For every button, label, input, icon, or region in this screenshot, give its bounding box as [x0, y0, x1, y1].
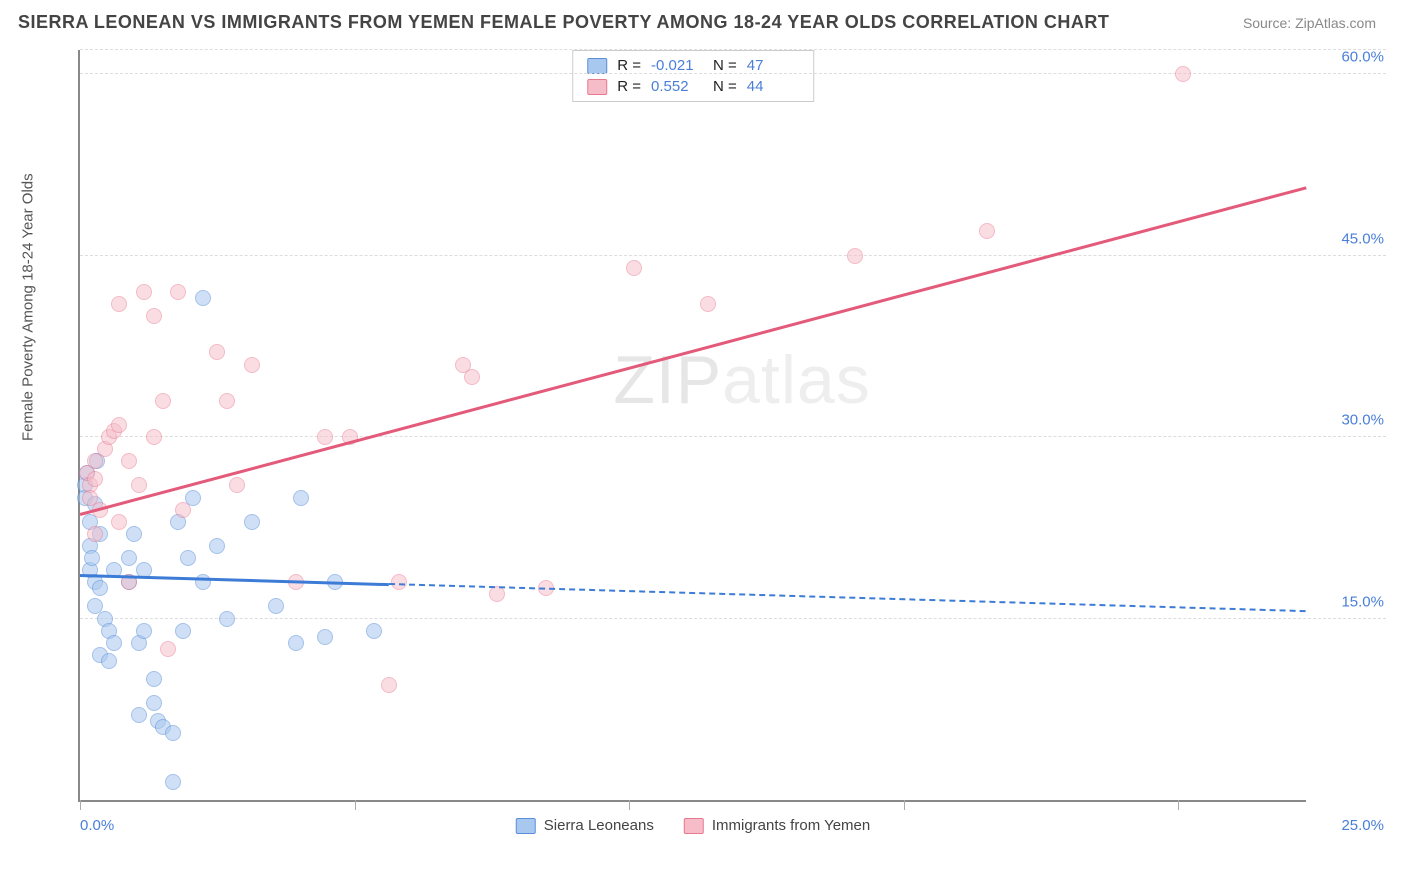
data-point — [131, 707, 147, 723]
data-point — [175, 502, 191, 518]
data-point — [293, 490, 309, 506]
x-tick — [629, 800, 630, 810]
data-point — [1175, 66, 1191, 82]
stat-r-value-1: -0.021 — [651, 57, 703, 74]
data-point — [268, 598, 284, 614]
data-point — [136, 284, 152, 300]
data-point — [626, 260, 642, 276]
gridline — [80, 255, 1386, 256]
y-axis-label: Female Poverty Among 18-24 Year Olds — [20, 173, 37, 441]
source-attribution: Source: ZipAtlas.com — [1243, 15, 1376, 31]
data-point — [244, 357, 260, 373]
y-tick-label: 45.0% — [1341, 230, 1384, 247]
data-point — [170, 284, 186, 300]
chart-area: Female Poverty Among 18-24 Year Olds ZIP… — [50, 50, 1386, 832]
x-axis-end-label: 25.0% — [1341, 817, 1384, 834]
data-point — [84, 550, 100, 566]
data-point — [317, 629, 333, 645]
chart-header: SIERRA LEONEAN VS IMMIGRANTS FROM YEMEN … — [0, 0, 1406, 41]
data-point — [111, 417, 127, 433]
data-point — [180, 550, 196, 566]
data-point — [195, 290, 211, 306]
data-point — [700, 296, 716, 312]
x-tick — [1178, 800, 1179, 810]
watermark-thin: atlas — [722, 342, 871, 418]
data-point — [847, 248, 863, 264]
stats-row-series2: R = 0.552 N = 44 — [573, 76, 813, 97]
data-point — [92, 580, 108, 596]
legend-item-1: Sierra Leoneans — [516, 817, 654, 834]
data-point — [155, 393, 171, 409]
gridline — [80, 49, 1386, 50]
data-point — [165, 774, 181, 790]
swatch-series1 — [587, 58, 607, 74]
x-tick — [904, 800, 905, 810]
x-axis-start-label: 0.0% — [80, 817, 114, 834]
data-point — [209, 538, 225, 554]
data-point — [366, 623, 382, 639]
data-point — [111, 296, 127, 312]
data-point — [87, 471, 103, 487]
data-point — [121, 550, 137, 566]
data-point — [121, 453, 137, 469]
data-point — [106, 635, 122, 651]
stats-legend-box: R = -0.021 N = 47 R = 0.552 N = 44 — [572, 50, 814, 102]
swatch-series2 — [587, 79, 607, 95]
data-point — [101, 653, 117, 669]
gridline — [80, 436, 1386, 437]
trend-line — [80, 187, 1307, 516]
legend-swatch-1 — [516, 818, 536, 834]
data-point — [111, 514, 127, 530]
bottom-legend: Sierra Leoneans Immigrants from Yemen — [516, 817, 870, 834]
data-point — [165, 725, 181, 741]
stat-r-label: R = — [617, 78, 641, 95]
data-point — [146, 308, 162, 324]
data-point — [87, 526, 103, 542]
stat-n-label: N = — [713, 78, 737, 95]
data-point — [979, 223, 995, 239]
stat-r-label: R = — [617, 57, 641, 74]
data-point — [219, 393, 235, 409]
y-tick-label: 30.0% — [1341, 412, 1384, 429]
trend-line — [389, 583, 1306, 612]
data-point — [381, 677, 397, 693]
legend-item-2: Immigrants from Yemen — [684, 817, 870, 834]
y-tick-label: 60.0% — [1341, 49, 1384, 66]
legend-swatch-2 — [684, 818, 704, 834]
data-point — [146, 671, 162, 687]
data-point — [136, 623, 152, 639]
legend-label-2: Immigrants from Yemen — [712, 817, 870, 834]
stat-r-value-2: 0.552 — [651, 78, 703, 95]
data-point — [229, 477, 245, 493]
data-point — [209, 344, 225, 360]
data-point — [146, 695, 162, 711]
plot-region: ZIPatlas R = -0.021 N = 47 R = 0.552 N =… — [78, 50, 1306, 802]
watermark: ZIPatlas — [613, 341, 870, 419]
data-point — [288, 635, 304, 651]
data-point — [464, 369, 480, 385]
data-point — [126, 526, 142, 542]
gridline — [80, 618, 1386, 619]
data-point — [160, 641, 176, 657]
data-point — [175, 623, 191, 639]
data-point — [317, 429, 333, 445]
watermark-bold: ZIP — [613, 342, 722, 418]
y-tick-label: 15.0% — [1341, 593, 1384, 610]
stat-n-label: N = — [713, 57, 737, 74]
stat-n-value-1: 47 — [747, 57, 799, 74]
data-point — [146, 429, 162, 445]
data-point — [131, 477, 147, 493]
data-point — [244, 514, 260, 530]
x-tick — [355, 800, 356, 810]
chart-title: SIERRA LEONEAN VS IMMIGRANTS FROM YEMEN … — [18, 12, 1109, 33]
legend-label-1: Sierra Leoneans — [544, 817, 654, 834]
data-point — [219, 611, 235, 627]
data-point — [489, 586, 505, 602]
stat-n-value-2: 44 — [747, 78, 799, 95]
x-tick — [80, 800, 81, 810]
